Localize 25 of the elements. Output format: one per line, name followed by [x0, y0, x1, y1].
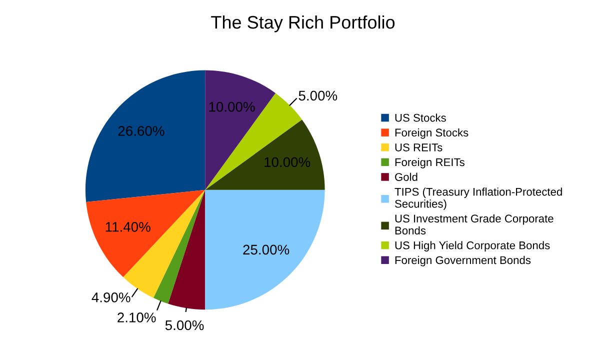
data-label: 4.90% — [92, 292, 130, 302]
chart-title: The Stay Rich Portfolio — [211, 15, 395, 32]
legend-label: Foreign Stocks — [395, 128, 468, 139]
legend-label: Gold — [395, 172, 418, 181]
data-label: 5.00% — [165, 320, 204, 330]
legend-label: US REITs — [395, 143, 442, 152]
legend-label: Foreign REITs — [395, 158, 464, 168]
legend-label: US Stocks — [395, 114, 446, 122]
pie-slice — [86, 190, 206, 278]
data-label: 10.00% — [209, 102, 255, 112]
data-label: 10.00% — [264, 157, 310, 168]
pie-slice — [153, 190, 206, 304]
pie-slice — [205, 190, 325, 310]
data-label: 5.00% — [298, 90, 338, 101]
data-label: 2.10% — [118, 312, 156, 322]
data-label: 26.60% — [118, 126, 164, 136]
legend-label: US Investment Grade Corporate Bonds — [395, 214, 554, 234]
pie-slice — [168, 190, 206, 310]
legend-label: US High Yield Corporate Bonds — [395, 241, 550, 252]
pie-slice — [205, 120, 325, 190]
pie-slice — [85, 70, 206, 202]
data-label: 11.40% — [106, 222, 150, 232]
legend-label: Foreign Government Bonds — [395, 256, 531, 266]
data-label: 25.00% — [243, 244, 290, 255]
legend-label: TIPS (Treasury Inflation-Protected Securities) — [394, 188, 562, 210]
